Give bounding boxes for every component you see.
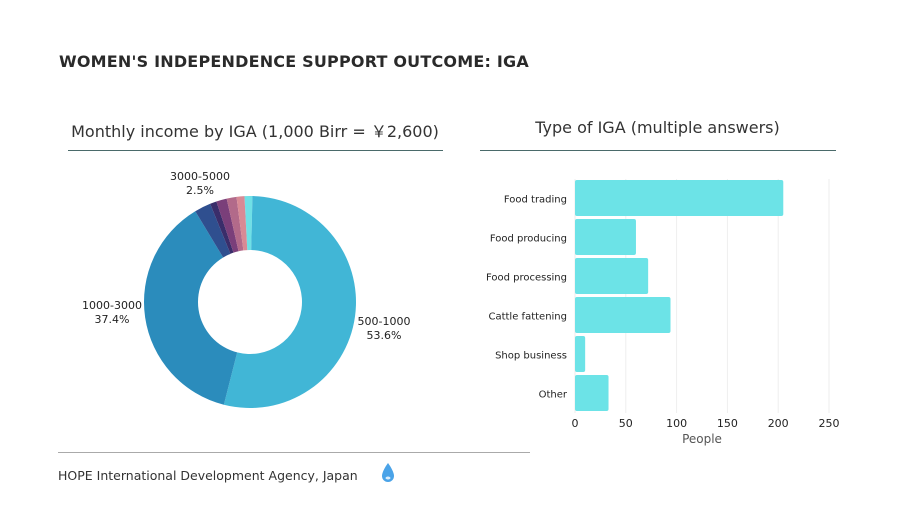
donut-slice-other-c xyxy=(216,198,239,253)
label-name: 500-1000 xyxy=(357,315,411,328)
footer-divider xyxy=(58,452,530,453)
y-category-label: Shop business xyxy=(495,351,567,362)
bar-shop-business xyxy=(575,336,586,372)
label-pct: 2.5% xyxy=(186,184,214,197)
bar-food-trading xyxy=(575,180,784,216)
y-category-label: Food producing xyxy=(490,234,567,245)
donut-slice-1000-3000 xyxy=(144,211,238,405)
donut-slice-500-1000 xyxy=(223,196,357,409)
donut-chart-title: Monthly income by IGA (1,000 Birr = ￥2,6… xyxy=(71,122,439,141)
bar-food-producing xyxy=(575,219,636,255)
x-tick-label: 200 xyxy=(768,417,789,430)
x-tick-label: 150 xyxy=(717,417,738,430)
donut-slice-3000-5000 xyxy=(195,203,231,258)
x-tick-label: 50 xyxy=(619,417,633,430)
x-tick-label: 100 xyxy=(666,417,687,430)
bar-food-processing xyxy=(575,258,649,294)
x-axis-title: People xyxy=(682,432,722,446)
x-tick-label: 0 xyxy=(572,417,579,430)
divider xyxy=(480,150,836,151)
donut-slice-other-e xyxy=(236,196,248,251)
bar-other xyxy=(575,375,609,411)
y-category-label: Cattle fattening xyxy=(488,312,567,323)
x-tick-label: 250 xyxy=(819,417,840,430)
donut-slice-other-d xyxy=(226,196,244,252)
donut-slice-other-a xyxy=(244,196,253,251)
label-name: 3000-5000 xyxy=(170,170,230,183)
footer-text: HOPE International Development Agency, J… xyxy=(58,468,358,483)
bar-cattle-fattening xyxy=(575,297,671,333)
donut-slice-other-b xyxy=(210,201,234,254)
y-category-label: Food processing xyxy=(486,273,567,284)
y-category-label: Other xyxy=(539,390,568,401)
bar-chart-title: Type of IGA (multiple answers) xyxy=(535,118,780,137)
label-500-1000: 500-1000 53.6% xyxy=(344,315,424,343)
y-category-label: Food trading xyxy=(504,195,567,206)
label-3000-5000: 3000-5000 2.5% xyxy=(160,170,240,198)
label-pct: 53.6% xyxy=(366,329,402,342)
label-1000-3000: 1000-3000 37.4% xyxy=(72,299,152,327)
divider xyxy=(68,150,443,151)
page-title: WOMEN'S INDEPENDENCE SUPPORT OUTCOME: IG… xyxy=(59,52,529,71)
label-name: 1000-3000 xyxy=(82,299,142,312)
water-drop-icon xyxy=(382,463,394,482)
label-pct: 37.4% xyxy=(94,313,130,326)
